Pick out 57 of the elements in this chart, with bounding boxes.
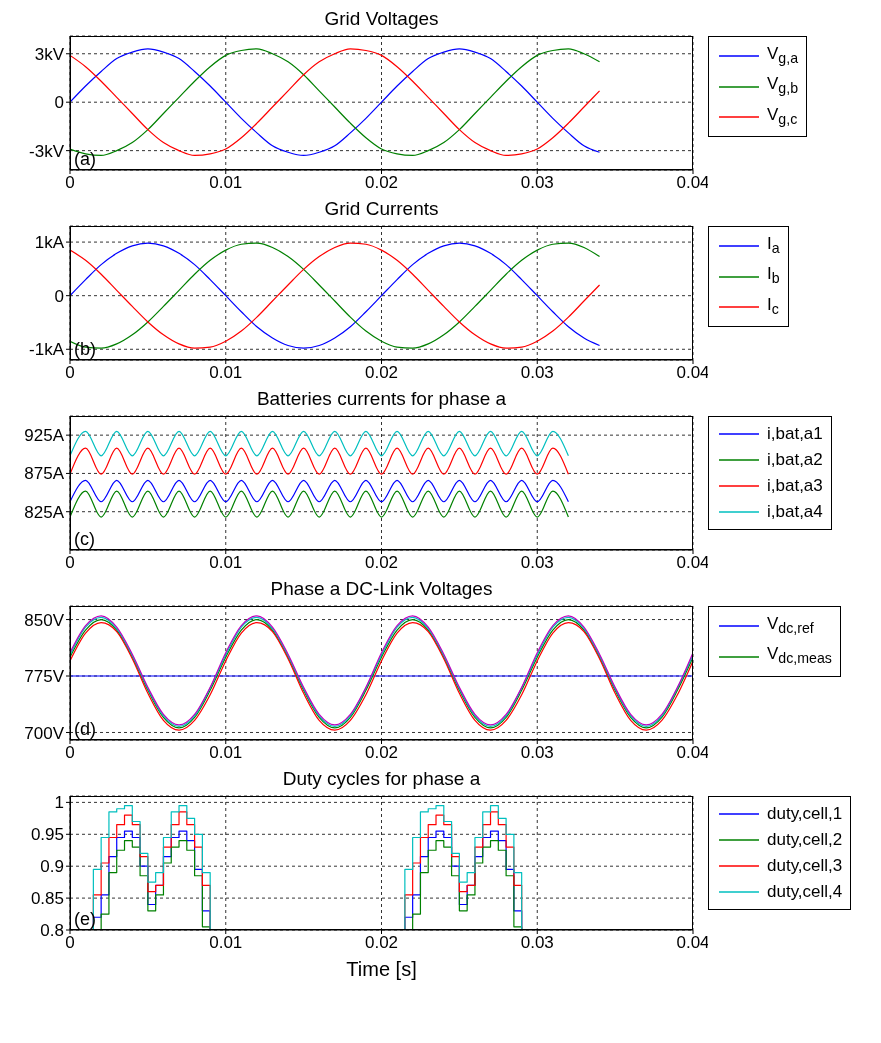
- y-tick-label: 1kA: [34, 233, 65, 253]
- x-axis-title: Time [s]: [345, 958, 418, 981]
- y-tick-label: 1: [54, 793, 64, 813]
- y-tick-label: 0.9: [40, 857, 64, 877]
- x-tick-label: 0.02: [364, 363, 399, 383]
- x-tick-label: 0.01: [209, 173, 243, 193]
- legend-label: V$_{dc,meas}$: [767, 643, 832, 669]
- chart-title: Grid Voltages: [323, 8, 440, 30]
- legend-label: V$_{g,b}$: [767, 73, 799, 99]
- x-tick-label: 0.01: [209, 933, 243, 953]
- y-tick-label: 850V: [24, 610, 65, 630]
- legend-label: i,bat,a1: [767, 423, 823, 445]
- y-tick-label: 0: [54, 286, 64, 306]
- legend-label: duty,cell,1: [767, 803, 843, 825]
- y-tick-label: 3kV: [34, 44, 65, 64]
- legend-label: i,bat,a2: [767, 449, 823, 471]
- x-tick-label: 0.02: [364, 933, 399, 953]
- y-tick-label: 700V: [24, 723, 65, 743]
- legend-label: i,bat,a3: [767, 475, 823, 497]
- legend-label: i,bat,a4: [767, 501, 823, 523]
- y-tick-label: 925A: [24, 426, 65, 446]
- legend-label: V$_{g,c}$: [767, 103, 798, 130]
- chart-title: Batteries currents for phase a: [255, 388, 508, 410]
- annotation: (c): [74, 529, 95, 550]
- x-tick-label: 0.03: [520, 933, 554, 953]
- x-tick-label: 0.02: [364, 173, 399, 193]
- y-tick-label: 0.8: [40, 921, 64, 941]
- legend-label: duty,cell,3: [767, 855, 843, 877]
- chart-title: Duty cycles for phase a: [281, 768, 482, 790]
- x-tick-label: 0.02: [364, 743, 399, 763]
- y-tick-label: -1kA: [29, 340, 65, 360]
- y-tick-label: 875A: [24, 464, 65, 484]
- x-tick-label: 0.03: [520, 363, 554, 383]
- y-tick-label: 0: [54, 93, 64, 113]
- y-tick-label: 825A: [24, 502, 65, 522]
- chart-title: Phase a DC-Link Voltages: [269, 578, 494, 600]
- y-tick-label: 775V: [24, 667, 65, 687]
- y-tick-label: 0.85: [30, 889, 64, 909]
- legend-label: I$_{a}$: [767, 233, 780, 259]
- x-tick-label: 0.03: [520, 743, 554, 763]
- x-tick-label: 0.01: [209, 553, 243, 573]
- x-tick-label: 0.03: [520, 173, 554, 193]
- legend-label: duty,cell,2: [767, 829, 843, 851]
- annotation: (a): [74, 149, 96, 170]
- x-tick-label: 0.01: [209, 363, 243, 383]
- legend-label: V$_{g,a}$: [767, 43, 799, 69]
- legend-label: duty,cell,4: [767, 881, 843, 903]
- chart-title: Grid Currents: [323, 198, 440, 220]
- y-tick-label: 0.95: [30, 825, 64, 845]
- x-tick-label: 0.03: [520, 553, 554, 573]
- x-tick-label: 0.01: [209, 743, 243, 763]
- y-tick-label: -3kV: [29, 141, 65, 161]
- legend-label: V$_{dc,ref}$: [767, 613, 814, 639]
- x-tick-label: 0.02: [364, 553, 399, 573]
- legend-label: I$_{c}$: [767, 293, 779, 320]
- annotation: (d): [74, 719, 96, 740]
- legend-label: I$_{b}$: [767, 263, 780, 289]
